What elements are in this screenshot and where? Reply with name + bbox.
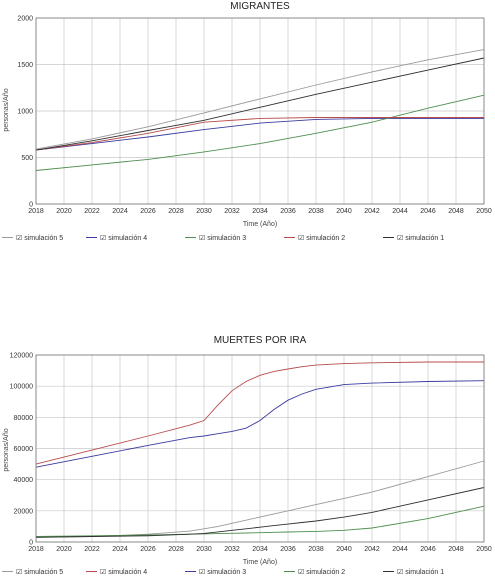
plot-lines [35,361,485,538]
x-tick-label: 2022 [84,208,100,215]
gridlines [35,354,485,543]
y-tick-label: 500 [21,155,33,162]
legend-entry[interactable]: ☑ simulación 1 [397,568,444,576]
y-tick-label: 40000 [14,477,34,484]
y-tick-label: 120000 [10,353,33,360]
plot-lines [35,49,485,171]
legend-entry[interactable]: ☑ simulación 4 [100,568,147,576]
x-tick-label: 2040 [336,546,352,553]
x-tick-label: 2048 [448,208,464,215]
x-tick-label: 2050 [476,208,492,215]
y-tick-label: 60000 [14,446,34,453]
y-axis-label: personas/Año [3,428,10,471]
x-tick-label: 2034 [252,546,268,553]
plot-frame [35,17,485,205]
x-tick-label: 2040 [336,208,352,215]
x-tick-label: 2032 [224,546,240,553]
series-line [35,361,484,465]
x-axis-label: Time (Año) [243,221,277,228]
x-tick-label: 2028 [168,546,184,553]
x-tick-label: 2028 [168,208,184,215]
series-line [35,49,485,150]
muertes-por-ira-chart: MUERTES POR IRA 2018 2020 2022 2024 2026 2028… [2,335,492,576]
migrantes-chart: MIGRANTES 2018 2020 2022 2024 2026 2028 2030 20… [2,1,492,242]
x-axis-label: Time (Año) [243,559,277,566]
tick-labels: 2018 2020 2022 2024 2026 2028 2030 2032 2034 2036… [17,16,491,216]
x-tick-label: 2048 [448,546,464,553]
series-line [35,460,485,538]
x-tick-label: 2024 [112,546,128,553]
chart-title: MIGRANTES [230,1,290,12]
legend-entry[interactable]: ☑ simulación 1 [397,234,444,242]
x-tick-label: 2042 [364,208,380,215]
legend-entry[interactable]: ☑ simulación 3 [199,234,246,242]
x-tick-label: 2022 [84,546,100,553]
legend-entry[interactable]: ☑ simulación 2 [298,234,345,242]
legend-entry[interactable]: ☑ simulación 3 [199,568,246,576]
x-tick-label: 2038 [308,546,324,553]
x-tick-label: 2046 [420,546,436,553]
x-tick-label: 2034 [252,208,268,215]
x-tick-label: 2020 [56,546,72,553]
y-tick-label: 80000 [14,415,34,422]
series-line [35,57,485,151]
y-axis-label: personas/Año [3,88,10,131]
chart-title: MUERTES POR IRA [214,335,307,346]
x-tick-label: 2050 [476,546,492,553]
legend-entry[interactable]: ☑ simulación 5 [16,234,63,242]
y-tick-label: 1500 [17,62,33,69]
x-tick-label: 2042 [364,546,380,553]
series-line [35,117,484,151]
legend-entry[interactable]: ☑ simulación 4 [100,234,147,242]
x-tick-label: 2038 [308,208,324,215]
x-tick-label: 2044 [392,208,408,215]
legend: ☑ simulación 5 ☑ simulación 4 ☑ simulación… [2,234,444,242]
x-tick-label: 2036 [280,208,296,215]
series-line [35,380,485,468]
series-line [35,94,485,171]
x-tick-label: 2020 [56,208,72,215]
x-tick-label: 2046 [420,208,436,215]
x-tick-label: 2026 [140,208,156,215]
legend: ☑ simulación 5 ☑ simulación 4 ☑ simulación… [2,568,444,576]
legend-entry[interactable]: ☑ simulación 5 [16,568,63,576]
x-tick-label: 2044 [392,546,408,553]
series-line [35,487,485,538]
y-tick-label: 1000 [17,109,33,116]
x-tick-label: 2026 [140,546,156,553]
x-tick-label: 2024 [112,208,128,215]
x-tick-label: 2018 [28,546,44,553]
x-tick-label: 2030 [196,208,212,215]
x-tick-label: 2036 [280,546,296,553]
y-tick-label: 100000 [10,384,33,391]
y-tick-label: 20000 [14,508,34,515]
plot-frame [35,354,485,543]
series-line [35,117,484,151]
x-tick-label: 2032 [224,208,240,215]
tick-labels: 2018 2020 2022 2024 2026 2028 2030 2032 2034 2036… [10,353,492,554]
y-tick-label: 0 [29,202,33,209]
y-tick-label: 2000 [17,16,33,23]
y-tick-label: 0 [29,540,33,547]
x-tick-label: 2018 [28,208,44,215]
x-tick-label: 2030 [196,546,212,553]
legend-entry[interactable]: ☑ simulación 2 [298,568,345,576]
